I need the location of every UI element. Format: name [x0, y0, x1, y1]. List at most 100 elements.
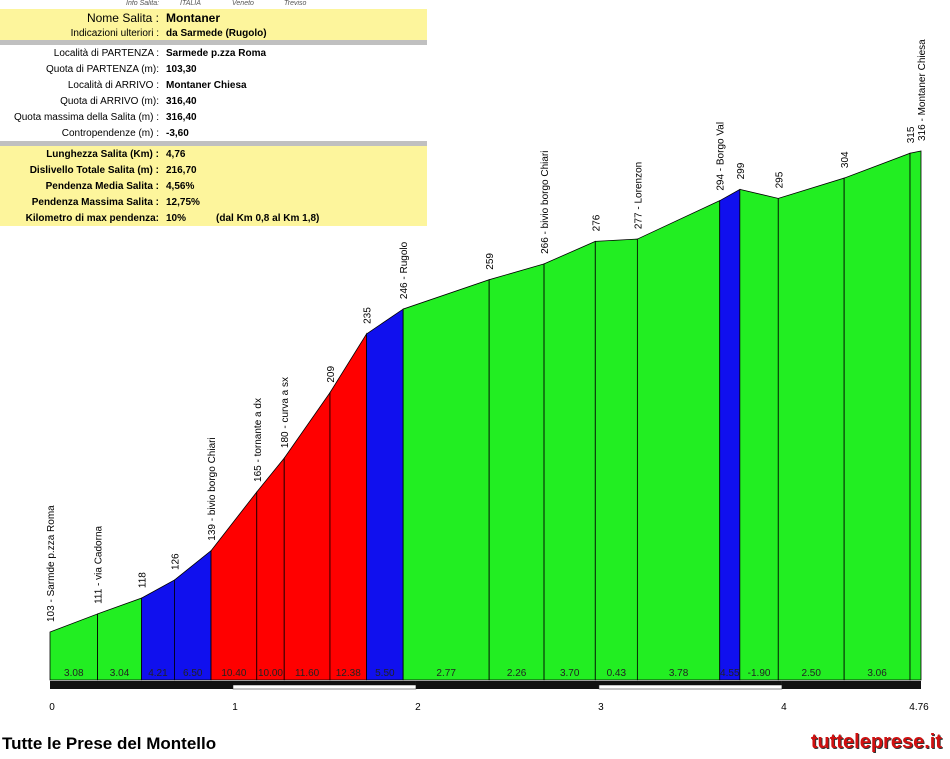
stat-row-extra: (dal Km 0,8 al Km 1,8): [216, 212, 320, 224]
grade-label: 12.38: [336, 668, 361, 679]
info-row: Contropendenze (m) : -3,60: [0, 125, 427, 141]
profile-segment: [329, 332, 367, 681]
info-row-label: Quota di PARTENZA (m):: [46, 63, 159, 75]
stat-row-value: 4,56%: [166, 180, 195, 192]
grade-label: 3.78: [669, 668, 689, 679]
info-row: Quota di PARTENZA (m): 103,30: [0, 61, 427, 77]
km-tick-label: 4.76: [909, 702, 929, 713]
profile-segment: [543, 240, 596, 681]
grade-label: 11.60: [295, 668, 320, 679]
km-tick-label: 1: [232, 702, 238, 713]
profile-segment: [402, 279, 490, 681]
point-label: 316 - Montaner Chiesa: [917, 39, 928, 141]
profile-segment: [777, 177, 845, 681]
stat-row-label: Pendenza Massima Salita :: [31, 196, 159, 208]
stat-row-label: Kilometro di max pendenza:: [25, 212, 159, 224]
point-label: 266 - bivio borgo Chiari: [540, 151, 551, 254]
stat-row-value: 216,70: [166, 164, 197, 176]
profile-segment: [909, 150, 922, 681]
climb-name: Montaner: [166, 10, 220, 25]
profile-segment: [739, 188, 779, 681]
info-row: Località di ARRIVO : Montaner Chiesa: [0, 77, 427, 93]
profile-segment: [594, 238, 638, 681]
stat-row: Pendenza Massima Salita : 12,75%: [0, 194, 427, 210]
info-row-value: 316,40: [166, 95, 197, 107]
grade-label: 4.21: [148, 668, 168, 679]
point-label: 165 - tornante a dx: [253, 398, 264, 482]
logo-tutteleprese-it: tutteleprese.it: [810, 731, 942, 753]
km-bar-block: [50, 681, 233, 689]
title-row: Nome Salita : Montaner: [0, 9, 427, 26]
meta-country: ITALIA: [180, 0, 201, 7]
point-label: 304: [840, 151, 851, 168]
meta-info-label: Info Salita:: [126, 0, 160, 7]
profile-segment: [366, 308, 404, 681]
grade-label: -1.90: [748, 668, 771, 679]
info-row-value: Sarmede p.zza Roma: [166, 47, 267, 59]
profile-segment: [719, 188, 741, 681]
point-label: 246 - Rugolo: [399, 241, 410, 299]
km-tick-label: 4: [781, 702, 787, 713]
point-label: 180 - curva a sx: [280, 377, 291, 448]
info-row-value: -3,60: [166, 127, 189, 139]
point-label: 103 - Sarmde p.zza Roma: [46, 505, 57, 622]
logo-tutte-le-prese-del-montello: Tutte le Prese del Montello: [2, 734, 217, 753]
stat-row-label: Lunghezza Salita (Km) :: [46, 148, 159, 160]
grade-label: 3.06: [867, 668, 887, 679]
grade-label: 10.00: [258, 668, 283, 679]
grade-label: 5.50: [375, 668, 395, 679]
km-bar-block: [598, 684, 783, 690]
subtitle-label: Indicazioni ulteriori :: [70, 27, 159, 39]
point-label: 209: [326, 366, 337, 383]
km-axis: 0 1 2 3 4 4.76: [49, 681, 929, 713]
info-row-label: Quota di ARRIVO (m):: [60, 95, 159, 107]
point-label: 111 - via Cadorna: [94, 525, 105, 603]
stat-row-value: 4,76: [166, 148, 186, 160]
info-row-value: Montaner Chiesa: [166, 79, 247, 91]
separator: [0, 141, 427, 146]
stat-row-value: 10%: [166, 212, 187, 224]
point-label: 276: [591, 214, 602, 231]
stat-row: Dislivello Totale Salita (m) : 216,70: [0, 162, 427, 178]
grade-label: 3.70: [560, 668, 580, 679]
subtitle-value: da Sarmede (Rugolo): [166, 27, 267, 39]
km-bar-block: [232, 684, 417, 690]
grade-label: 2.26: [507, 668, 527, 679]
grade-label: 3.04: [110, 668, 130, 679]
stat-row: Kilometro di max pendenza: 10% (dal Km 0,8…: [0, 210, 427, 226]
info-row: Località di PARTENZA : Sarmede p.zza Roma: [0, 45, 427, 61]
point-label: 295: [774, 171, 785, 188]
km-bar-block: [781, 681, 921, 689]
meta-province: Treviso: [284, 0, 307, 7]
grade-label: 3.08: [64, 668, 84, 679]
stat-row-value: 12,75%: [166, 196, 200, 208]
km-bar-top: [232, 681, 416, 685]
grade-label: 6.50: [183, 668, 203, 679]
stat-row-label: Pendenza Media Salita :: [45, 180, 159, 192]
point-label: 139 - bivio borgo Chiari: [207, 437, 218, 540]
km-tick-label: 3: [598, 702, 604, 713]
profile-segment: [843, 152, 911, 681]
grade-label: 2.77: [436, 668, 456, 679]
point-label: 126: [170, 553, 181, 570]
grade-labels: 3.08 3.04 4.21 6.50 10.40 10.00 11.60 12.38 5.50…: [64, 668, 887, 679]
point-label: 299: [736, 162, 747, 179]
meta-region: Veneto: [232, 0, 254, 7]
separator: [0, 40, 427, 45]
info-row-label: Località di PARTENZA :: [53, 47, 159, 59]
point-label: 235: [363, 307, 374, 324]
stat-row: Lunghezza Salita (Km) : 4,76: [0, 146, 427, 162]
km-bar-block: [415, 681, 599, 689]
info-row-label: Quota massima della Salita (m) :: [13, 111, 159, 123]
point-label: 118: [137, 572, 148, 588]
profile-segment: [141, 579, 175, 681]
info-row-value: 316,40: [166, 111, 197, 123]
km-tick-label: 0: [49, 702, 55, 713]
grade-label: 4.55: [720, 668, 740, 679]
profile-segments: [49, 150, 922, 681]
meta-row: Info Salita: ITALIA Veneto Treviso: [0, 0, 427, 9]
info-row-value: 103,30: [166, 63, 197, 75]
km-bar-top: [598, 681, 782, 685]
grade-label: 10.40: [221, 668, 246, 679]
